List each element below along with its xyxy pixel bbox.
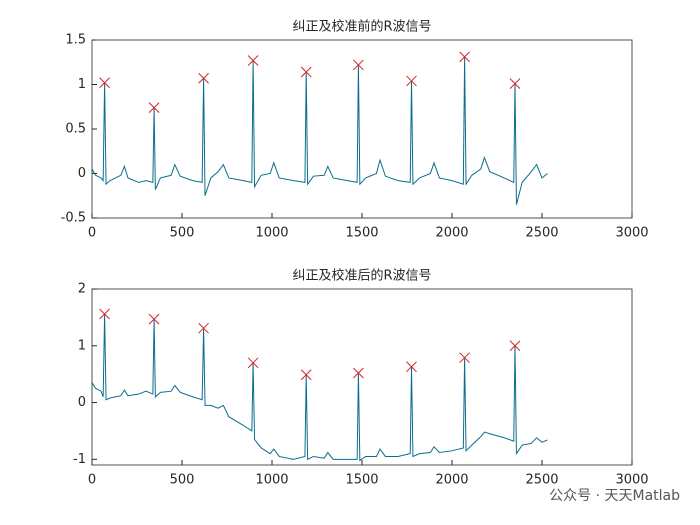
peak-marker (353, 367, 364, 379)
peak-marker (99, 308, 110, 320)
signal-line (91, 56, 548, 205)
y-tick-label: -0.5 (61, 211, 86, 226)
peak-marker (509, 340, 521, 352)
y-tick-label: 2 (78, 282, 86, 297)
peak-marker (300, 66, 312, 78)
peak-marker (148, 102, 160, 113)
x-tick-label: 2000 (435, 226, 468, 241)
peak-marker (148, 313, 160, 325)
y-tick-label: 1 (78, 77, 86, 92)
y-tick-label: 1.5 (65, 33, 86, 48)
peak-marker (247, 55, 259, 66)
x-tick-label: 1000 (255, 226, 288, 241)
signal-line (91, 313, 548, 462)
peak-marker (509, 78, 521, 89)
x-tick-label: 0 (88, 473, 96, 488)
x-tick-label: 1500 (345, 473, 378, 488)
peak-marker (459, 51, 470, 63)
y-tick-label: 0.5 (65, 122, 86, 137)
peak-marker (406, 361, 417, 373)
x-tick-label: 2500 (525, 473, 558, 488)
peak-marker (198, 322, 209, 334)
x-tick-label: 3000 (615, 473, 648, 488)
peak-marker (198, 72, 209, 84)
peak-marker (99, 77, 110, 89)
y-tick-label: 0 (78, 166, 86, 181)
axes-background (92, 40, 632, 218)
x-tick-label: 2500 (525, 226, 558, 241)
peak-marker (300, 369, 312, 381)
x-tick-label: 0 (88, 226, 96, 241)
axes-box (91, 288, 633, 466)
x-tick-label: 500 (170, 473, 195, 488)
y-tick-label: -1 (73, 452, 86, 467)
x-tick-label: 1000 (255, 473, 288, 488)
watermark: 公众号 · 天天Matlab (549, 488, 680, 504)
x-tick-label: 2000 (435, 473, 468, 488)
x-tick-label: 1500 (345, 226, 378, 241)
chart-title: 纠正及校准前的R波信号 (292, 19, 431, 35)
peak-marker (459, 352, 470, 364)
x-tick-label: 500 (170, 226, 195, 241)
peak-marker (353, 59, 364, 71)
chart-title: 纠正及校准后的R波信号 (292, 268, 431, 284)
axes-box (91, 39, 633, 219)
peak-marker (247, 357, 259, 369)
x-tick-label: 3000 (615, 226, 648, 241)
y-tick-label: 1 (78, 338, 86, 353)
peak-marker (406, 75, 417, 87)
y-tick-label: 0 (78, 395, 86, 410)
